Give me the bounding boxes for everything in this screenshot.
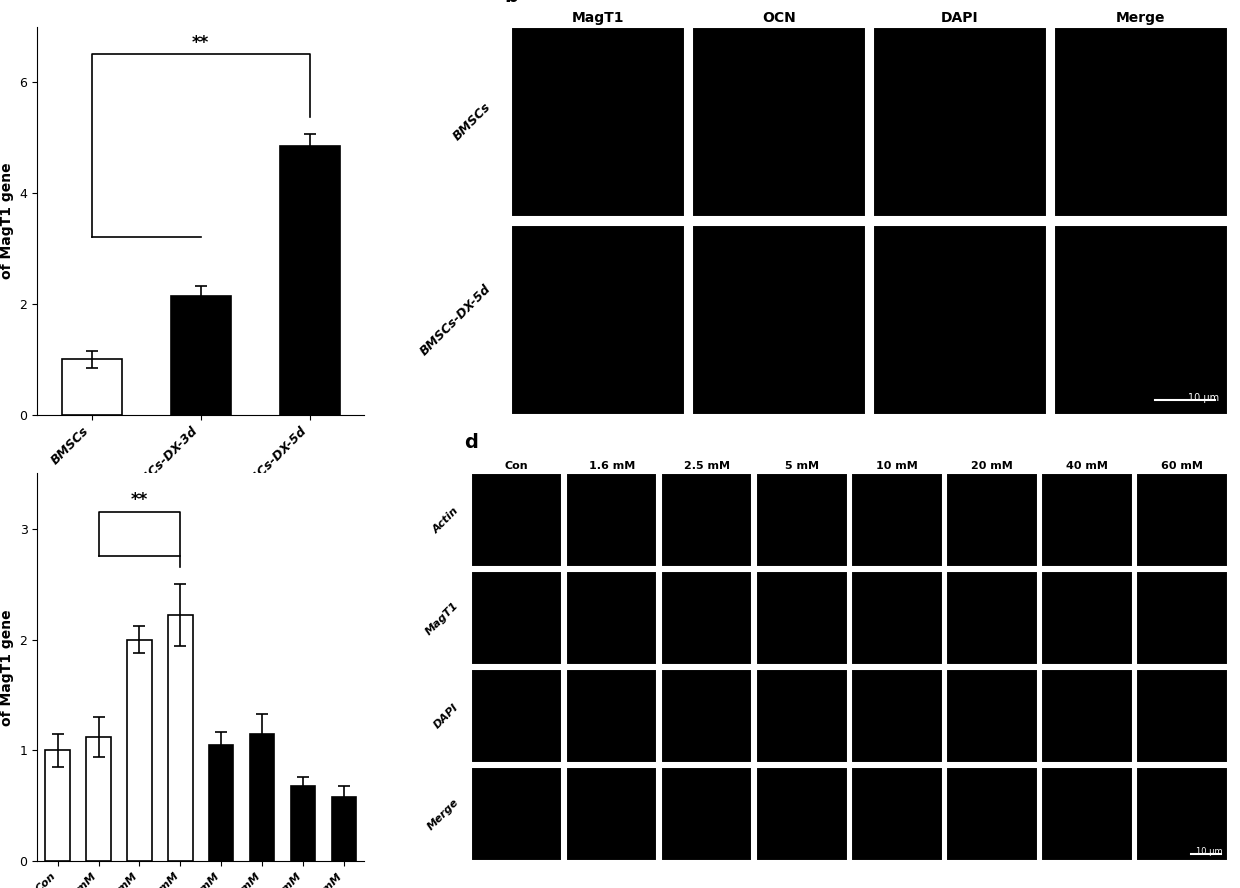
Text: b: b: [505, 0, 518, 5]
Title: 1.6 mM: 1.6 mM: [589, 461, 635, 471]
Title: DAPI: DAPI: [941, 12, 978, 26]
Title: Con: Con: [505, 461, 528, 471]
Bar: [87, 737, 110, 861]
Text: DAPI: DAPI: [432, 702, 460, 731]
Bar: [128, 639, 151, 861]
Bar: [290, 786, 315, 861]
Title: Merge: Merge: [1116, 12, 1166, 26]
Text: **: **: [192, 34, 210, 52]
Title: 20 mM: 20 mM: [971, 461, 1013, 471]
Title: OCN: OCN: [763, 12, 796, 26]
Text: Actin: Actin: [430, 505, 460, 535]
Title: MagT1: MagT1: [572, 12, 625, 26]
Y-axis label: Relative expression
of MagT1 gene: Relative expression of MagT1 gene: [0, 144, 14, 298]
Text: BMSCs-DX-5d: BMSCs-DX-5d: [418, 281, 494, 358]
Text: **: **: [130, 490, 148, 509]
Text: MagT1: MagT1: [424, 600, 460, 637]
Bar: [62, 360, 122, 415]
Bar: [280, 146, 340, 415]
Title: 60 mM: 60 mM: [1161, 461, 1203, 471]
Text: 10 μm: 10 μm: [1188, 393, 1219, 403]
Bar: [46, 750, 69, 861]
Title: 40 mM: 40 mM: [1066, 461, 1107, 471]
Bar: [171, 296, 231, 415]
Text: Merge: Merge: [425, 797, 460, 832]
Title: 10 mM: 10 mM: [875, 461, 918, 471]
Text: 10 μm: 10 μm: [1197, 846, 1223, 856]
Bar: [167, 615, 192, 861]
Y-axis label: Relative expression
of MagT1 gene: Relative expression of MagT1 gene: [0, 590, 14, 744]
Bar: [208, 745, 233, 861]
Title: 2.5 mM: 2.5 mM: [683, 461, 730, 471]
Bar: [249, 733, 274, 861]
Bar: [331, 797, 356, 861]
Title: 5 mM: 5 mM: [785, 461, 818, 471]
Text: d: d: [464, 433, 477, 452]
Text: BMSCs: BMSCs: [451, 100, 494, 143]
